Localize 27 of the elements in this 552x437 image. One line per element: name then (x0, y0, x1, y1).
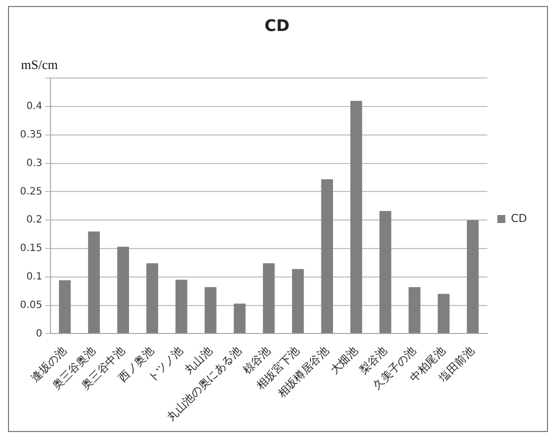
y-tick-label: 0.3 (26, 158, 42, 169)
bar (262, 263, 275, 334)
y-tick-label: 0.05 (20, 300, 42, 311)
bar (350, 100, 362, 334)
y-tick-label: 0.2 (26, 214, 42, 226)
bar (58, 280, 71, 334)
bar (175, 280, 188, 334)
bar (321, 179, 333, 334)
chart-title: CD (264, 16, 290, 35)
y-tick-label: 0.15 (20, 243, 42, 254)
bar (438, 294, 450, 334)
legend-label: CD (510, 212, 528, 225)
bar (234, 304, 246, 334)
y-tick-label: 0.35 (20, 130, 42, 141)
bar (88, 231, 100, 334)
bar (204, 287, 216, 334)
bar (466, 220, 479, 334)
bar (408, 287, 420, 334)
bar (379, 211, 392, 334)
y-tick-label: 0 (36, 328, 42, 340)
y-axis-title: mS/cm (21, 57, 58, 72)
bar (146, 263, 158, 334)
y-tick-label: 0.4 (26, 101, 42, 112)
bar (292, 268, 304, 334)
y-tick-label: 0.25 (20, 186, 42, 198)
y-tick-label: 0.1 (26, 271, 42, 282)
bar (117, 246, 130, 334)
